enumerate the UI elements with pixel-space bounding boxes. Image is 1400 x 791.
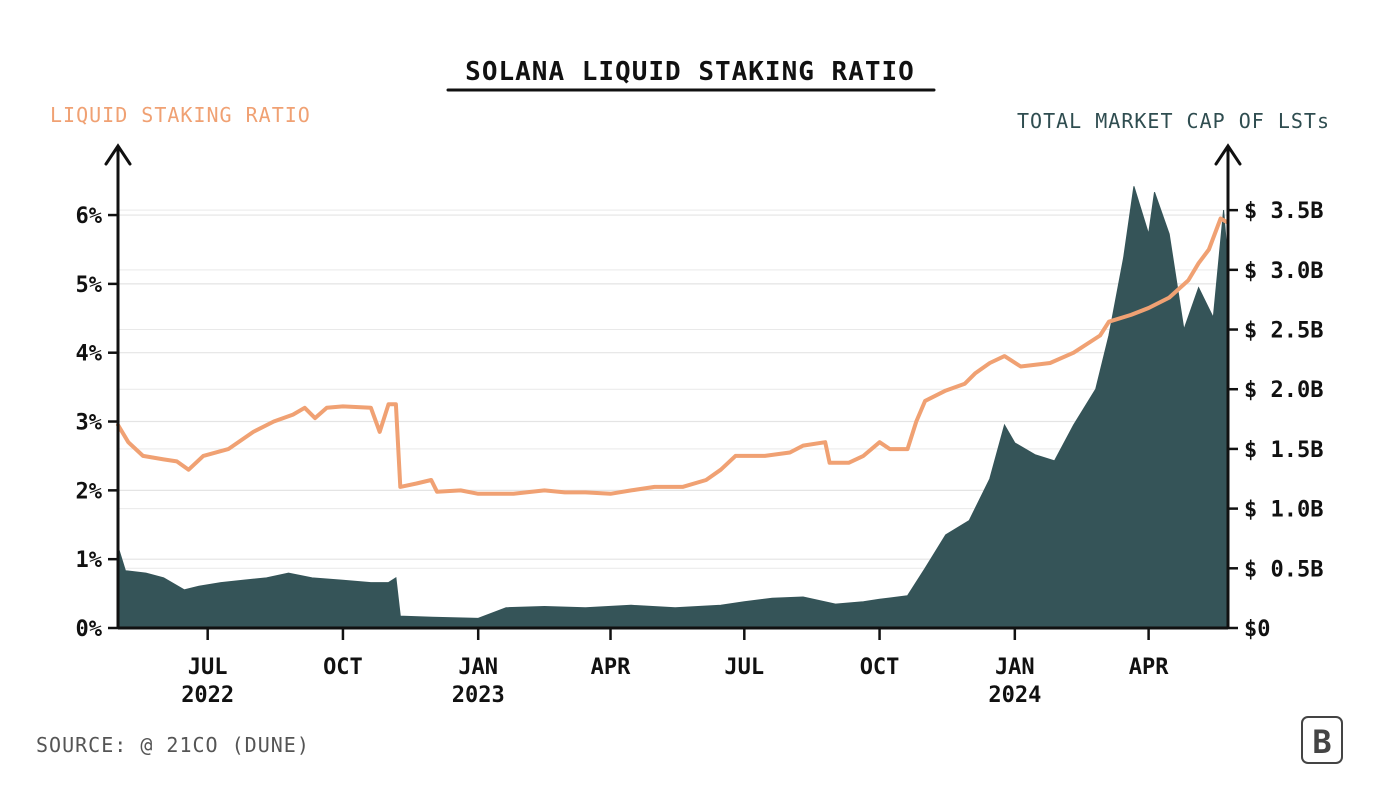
left-tick-label: 1%: [76, 548, 103, 573]
grid-lines: [118, 209, 1228, 629]
left-tick-label: 0%: [76, 617, 103, 642]
x-tick-label: OCT: [323, 655, 363, 680]
tick-labels: 0% 1% 2% 3% 4% 5% 6% $0 $ 0.5B $ 1.0B $ 1.5B $ 2.0B…: [76, 199, 1324, 708]
x-tick-label: JUL: [724, 655, 764, 680]
right-tick-label: $ 1.0B: [1244, 498, 1323, 523]
publisher-logo: B: [1301, 716, 1343, 764]
axes: [104, 143, 1242, 630]
right-axis-label: TOTAL MARKET CAP OF LSTs: [1017, 109, 1330, 133]
left-tick-label: 5%: [76, 273, 103, 298]
x-tick-label: APR: [1129, 655, 1169, 680]
source-note: SOURCE: @ 21CO (DUNE): [36, 733, 310, 757]
logo-glyph: B: [1312, 723, 1331, 761]
left-axis-arrow: [104, 143, 132, 166]
x-tick-year-label: 2023: [452, 683, 505, 708]
left-tick-label: 4%: [76, 342, 103, 367]
right-tick-label: $ 2.0B: [1244, 378, 1323, 403]
x-tick-label: JAN: [995, 655, 1035, 680]
staking-ratio-line: [116, 216, 1229, 496]
right-tick-label: $ 2.5B: [1244, 319, 1323, 344]
market-cap-area-layer: [117, 186, 1227, 629]
right-tick-label: $ 0.5B: [1244, 557, 1323, 582]
x-tick-year-label: 2024: [988, 683, 1041, 708]
right-tick-label: $ 3.0B: [1244, 259, 1323, 284]
x-tick-year-label: 2022: [181, 683, 234, 708]
right-tick-label: $0: [1244, 617, 1271, 642]
right-tick-label: $ 1.5B: [1244, 438, 1323, 463]
left-tick-label: 6%: [76, 204, 103, 229]
left-tick-label: 3%: [76, 411, 103, 436]
staking-ratio-line-layer: [116, 216, 1229, 496]
left-tick-label: 2%: [76, 479, 103, 504]
left-axis-label: LIQUID STAKING RATIO: [50, 103, 311, 127]
x-tick-label: JUL: [188, 655, 228, 680]
right-tick-label: $ 3.5B: [1244, 199, 1323, 224]
market-cap-area: [117, 186, 1227, 629]
x-tick-label: JAN: [458, 655, 498, 680]
x-tick-label: OCT: [860, 655, 900, 680]
chart-title: SOLANA LIQUID STAKING RATIO: [465, 57, 915, 87]
x-tick-label: APR: [591, 655, 631, 680]
right-axis-arrow: [1214, 143, 1242, 166]
